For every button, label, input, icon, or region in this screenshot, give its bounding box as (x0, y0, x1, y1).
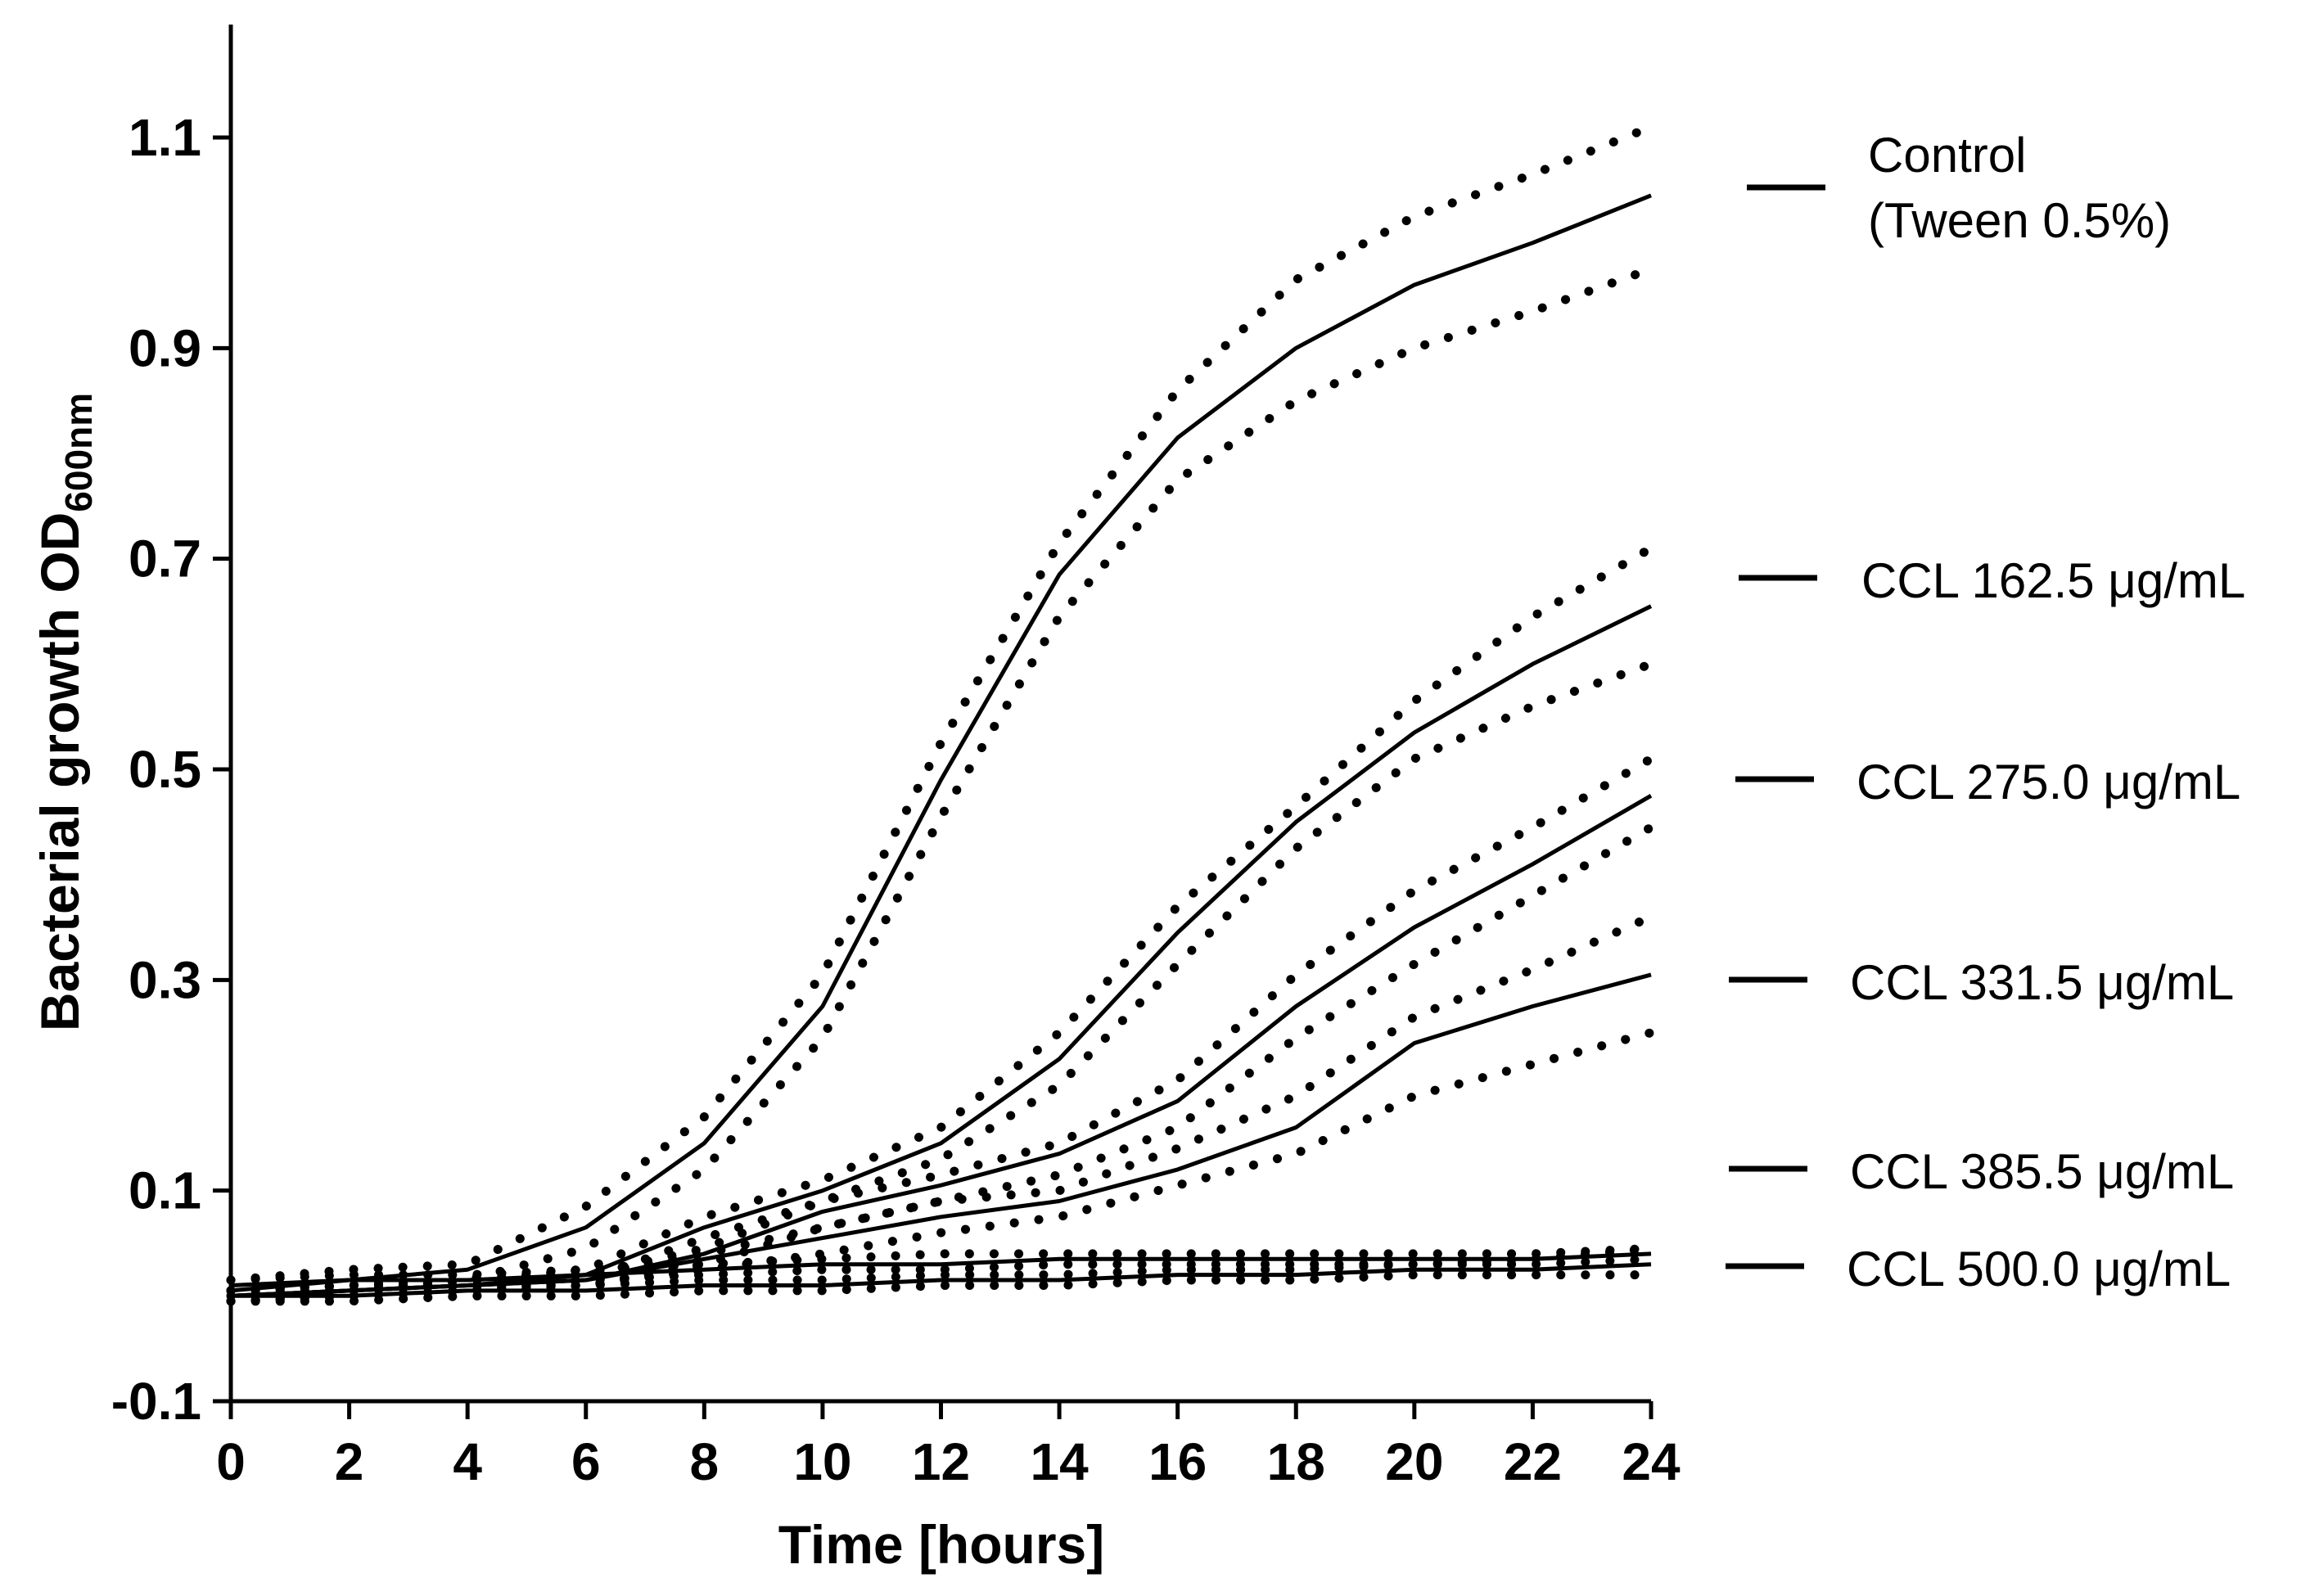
series-0-upper-bound (226, 122, 1656, 1285)
axes (228, 25, 1651, 1404)
legend-label: CCL 500.0 μg/mL (1847, 1242, 2231, 1296)
series-3-lower-bound (226, 1028, 1656, 1306)
legend: Control (Tween 0.5%) CCL 162.5 μg/mL CCL 27… (1726, 128, 2245, 1296)
x-tick-label: 18 (1267, 1432, 1325, 1491)
y-tick-label: 0.9 (129, 318, 201, 377)
x-tick-label: 20 (1385, 1432, 1443, 1491)
y-ticks: -0.1 0.1 0.3 0.5 0.7 0.9 1.1 (111, 108, 231, 1431)
x-tick-label: 12 (912, 1432, 970, 1491)
legend-label: (Tween 0.5%) (1868, 193, 2171, 248)
y-tick-label: 1.1 (129, 108, 201, 167)
y-axis-title-main: Bacterial growth OD (29, 512, 90, 1031)
y-tick-label: 0.7 (129, 530, 201, 588)
x-tick-label: 8 (690, 1432, 720, 1491)
series-2-upper-bound (226, 754, 1656, 1296)
legend-item: CCL 500.0 μg/mL (1726, 1242, 2231, 1296)
x-tick-label: 16 (1148, 1432, 1207, 1491)
series-1-lower-bound (226, 659, 1656, 1306)
y-axis-title: Bacterial growth OD600nm (29, 393, 100, 1031)
legend-label: CCL 385.5 μg/mL (1850, 1144, 2234, 1199)
x-tick-label: 22 (1504, 1432, 1562, 1491)
x-tick-label: 6 (571, 1432, 601, 1491)
series-0-mean-line (230, 193, 1652, 1293)
y-tick-label: 0.3 (129, 950, 201, 1009)
legend-label: Control (1868, 128, 2026, 183)
x-tick-label: 10 (793, 1432, 851, 1491)
series-3-upper-bound (226, 912, 1656, 1296)
x-tick-label: 4 (453, 1432, 482, 1491)
legend-item: CCL 331.5 μg/mL (1729, 955, 2234, 1010)
x-ticks: 0 2 4 6 8 10 12 14 16 18 20 22 24 (216, 1401, 1681, 1491)
legend-label: CCL 275.0 μg/mL (1857, 755, 2240, 809)
series-1-upper-bound (226, 543, 1656, 1296)
y-tick-label: -0.1 (111, 1372, 201, 1431)
x-axis-title: Time [hours] (778, 1514, 1104, 1575)
y-axis-title-subscript: 600nm (57, 393, 100, 512)
series-5-mean-line (231, 1262, 1652, 1298)
series-4-mean-line (230, 1251, 1652, 1287)
y-tick-label: 0.1 (129, 1161, 201, 1220)
legend-item: CCL 162.5 μg/mL (1739, 553, 2245, 608)
series-5-upper-bound (226, 1243, 1656, 1296)
legend-label: CCL 162.5 μg/mL (1861, 553, 2245, 608)
series-2-lower-bound (226, 823, 1656, 1306)
x-tick-label: 14 (1030, 1432, 1089, 1491)
x-tick-label: 24 (1622, 1432, 1681, 1491)
x-tick-label: 0 (216, 1432, 246, 1491)
series-2-mean-line (230, 794, 1653, 1298)
confidence-bands (226, 122, 1656, 1306)
x-tick-label: 2 (335, 1432, 364, 1491)
series-4-upper-bound (226, 1243, 1656, 1285)
legend-label: CCL 331.5 μg/mL (1850, 955, 2234, 1010)
legend-item: CCL 385.5 μg/mL (1729, 1144, 2234, 1199)
series-lines (230, 193, 1653, 1298)
legend-item: Control (Tween 0.5%) (1747, 128, 2171, 248)
y-tick-label: 0.5 (129, 740, 201, 799)
legend-item: CCL 275.0 μg/mL (1735, 755, 2240, 809)
series-5-lower-bound (226, 1270, 1656, 1306)
series-3-mean-line (230, 972, 1652, 1298)
